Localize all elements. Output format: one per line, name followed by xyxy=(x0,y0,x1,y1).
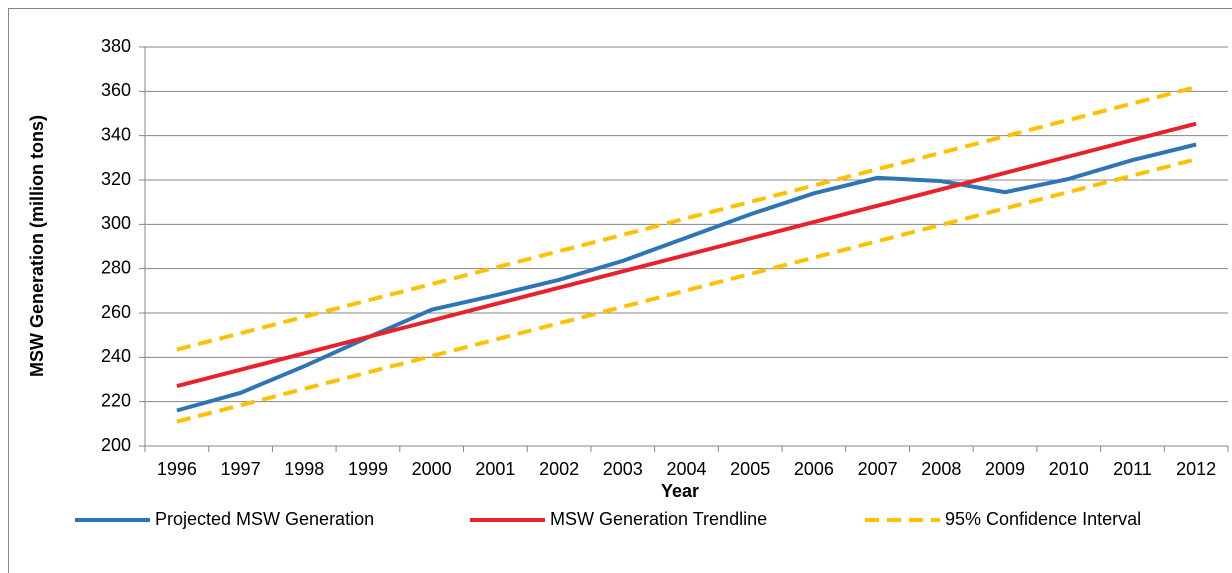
x-tick-label: 2006 xyxy=(794,459,834,479)
y-tick-label: 260 xyxy=(101,302,131,322)
x-tick-label: 2007 xyxy=(858,459,898,479)
x-tick-label: 2008 xyxy=(921,459,961,479)
x-tick-label: 2004 xyxy=(666,459,706,479)
x-axis-title: Year xyxy=(661,481,699,501)
x-tick-label: 1998 xyxy=(284,459,324,479)
legend-label: Projected MSW Generation xyxy=(155,509,374,529)
series-line xyxy=(176,157,1197,424)
x-tick-label: 1997 xyxy=(221,459,261,479)
x-tick-label: 2005 xyxy=(730,459,770,479)
x-tick-label: 2009 xyxy=(985,459,1025,479)
y-tick-label: 220 xyxy=(101,390,131,410)
y-tick-label: 380 xyxy=(101,36,131,56)
legend-label: 95% Confidence Interval xyxy=(945,509,1141,529)
series-line xyxy=(176,142,1197,413)
y-tick-label: 280 xyxy=(101,257,131,277)
series-line xyxy=(176,85,1197,352)
x-tick-label: 2011 xyxy=(1113,459,1152,479)
y-tick-label: 340 xyxy=(101,124,131,144)
x-tick-label: 2002 xyxy=(539,459,579,479)
x-tick-label: 2000 xyxy=(412,459,452,479)
y-axis-title: MSW Generation (million tons) xyxy=(27,115,47,377)
x-tick-label: 2001 xyxy=(475,459,515,479)
x-tick-label: 2012 xyxy=(1176,459,1216,479)
y-tick-label: 320 xyxy=(101,169,131,189)
chart-frame xyxy=(8,8,1232,573)
series-line xyxy=(176,121,1197,389)
y-tick-label: 360 xyxy=(101,80,131,100)
legend-label: MSW Generation Trendline xyxy=(550,509,767,529)
x-tick-label: 2003 xyxy=(603,459,643,479)
x-tick-label: 1996 xyxy=(157,459,197,479)
x-tick-label: 2010 xyxy=(1049,459,1089,479)
x-tick-label: 1999 xyxy=(348,459,388,479)
y-tick-label: 200 xyxy=(101,435,131,455)
y-tick-label: 300 xyxy=(101,213,131,233)
y-tick-label: 240 xyxy=(101,346,131,366)
